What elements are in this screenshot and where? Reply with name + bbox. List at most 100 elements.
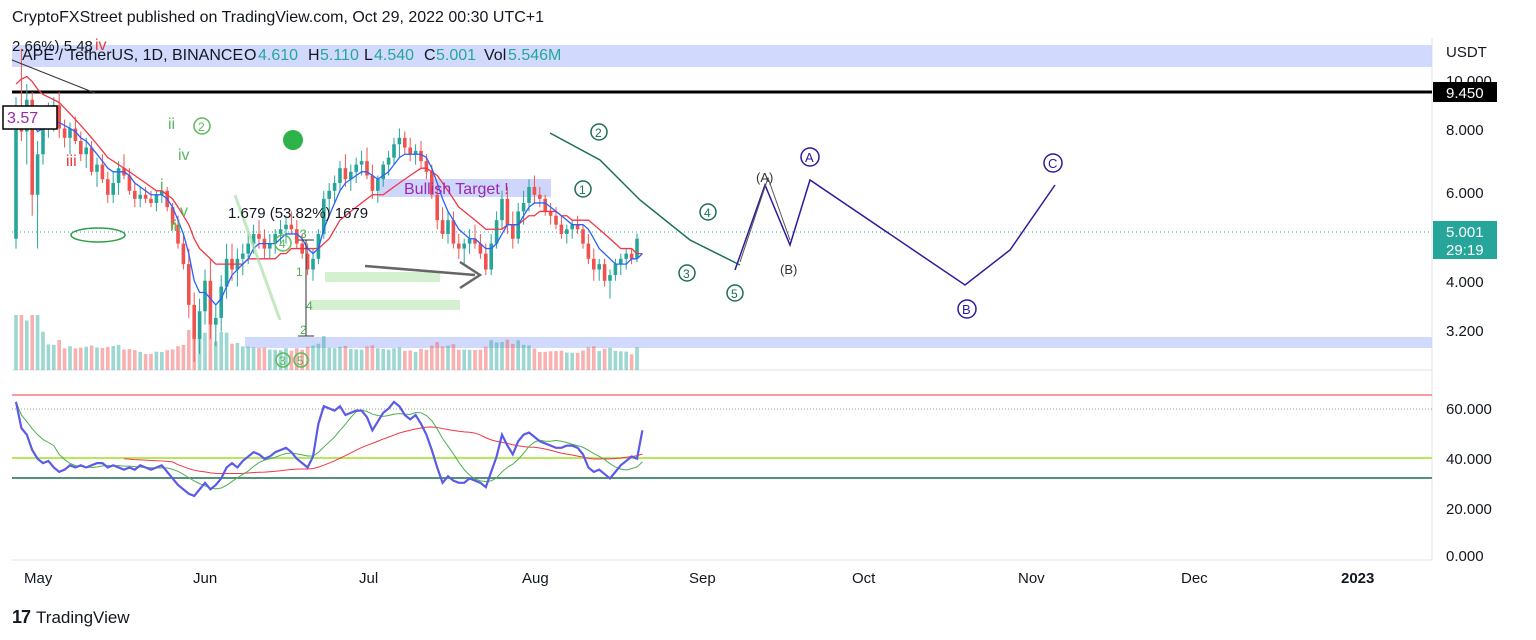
candle-body bbox=[241, 253, 245, 259]
volume-bar bbox=[462, 349, 466, 370]
volume-bar bbox=[133, 350, 137, 370]
candle-body bbox=[484, 253, 488, 270]
wave-small-3: 3 bbox=[300, 227, 307, 241]
candle-body bbox=[575, 224, 580, 230]
candle-body bbox=[284, 224, 288, 230]
tick-8: 8.000 bbox=[1446, 122, 1484, 139]
volume-bar bbox=[251, 347, 256, 370]
candle-body bbox=[62, 128, 67, 138]
legend-overlap-text: 2.66%) 5.48 bbox=[12, 38, 93, 55]
volume-bar bbox=[89, 345, 94, 370]
volume-bar bbox=[597, 351, 601, 370]
candle-body bbox=[473, 238, 477, 244]
candle-body bbox=[133, 190, 137, 199]
candle-body bbox=[392, 144, 396, 158]
wave-drawings[interactable] bbox=[11, 59, 1056, 337]
candle-body bbox=[446, 220, 450, 234]
volume-bar bbox=[419, 348, 423, 370]
candle-body bbox=[365, 161, 369, 176]
legend-l-value: 4.540 bbox=[374, 47, 414, 64]
candle-body bbox=[170, 207, 175, 225]
price-pane[interactable] bbox=[12, 38, 1432, 370]
candle-body bbox=[246, 243, 250, 254]
volume-bar bbox=[581, 350, 585, 370]
rsi-tick-20: 20.000 bbox=[1446, 501, 1492, 518]
volume-bar bbox=[424, 349, 429, 370]
candle-body bbox=[478, 243, 483, 254]
candle-body bbox=[527, 186, 531, 203]
tick-4: 4.000 bbox=[1446, 274, 1484, 291]
candle-body bbox=[176, 224, 180, 244]
volume-bar bbox=[262, 347, 267, 370]
time-axis[interactable]: May Jun Jul Aug Sep Oct Nov Dec 2023 bbox=[24, 570, 1374, 587]
price-axis[interactable]: USDT 10.000 8.000 6.000 4.000 3.200 bbox=[1446, 44, 1492, 340]
volume-bar bbox=[516, 340, 520, 370]
volume-bar bbox=[84, 346, 88, 370]
wave-circle-4-ring bbox=[699, 203, 717, 221]
volume-bar bbox=[478, 349, 483, 370]
legend-vol-value: 5.546M bbox=[508, 47, 561, 64]
volume-bar bbox=[635, 347, 639, 370]
tick-6: 6.000 bbox=[1446, 185, 1484, 202]
volume-bar bbox=[273, 349, 277, 370]
candle-body bbox=[251, 233, 256, 244]
wave-green-iii: iii bbox=[170, 218, 181, 235]
volume-bar bbox=[403, 350, 407, 370]
volume-bar bbox=[246, 346, 250, 370]
rsi-tick-0: 0.000 bbox=[1446, 548, 1484, 565]
volume-bar bbox=[52, 344, 56, 370]
candle-body bbox=[548, 211, 553, 216]
volume-bar bbox=[559, 350, 564, 370]
volume-bar bbox=[543, 351, 547, 370]
rsi-pane[interactable] bbox=[12, 394, 1432, 498]
legend-symbol: APE / TetherUS, 1D, BINANCE bbox=[22, 47, 243, 64]
left-price-text: 3.57 bbox=[7, 110, 38, 127]
candle-body bbox=[79, 141, 83, 155]
volume-bar bbox=[494, 342, 499, 370]
candle-body bbox=[289, 224, 294, 230]
volume-bar bbox=[370, 345, 375, 370]
candle-body bbox=[629, 253, 634, 259]
bullish-target-box bbox=[379, 179, 551, 197]
candle-body bbox=[305, 253, 310, 270]
volume-bar bbox=[489, 340, 493, 370]
candle-body bbox=[597, 264, 601, 270]
candle-body bbox=[451, 220, 456, 244]
wave-green-i: i bbox=[160, 177, 164, 194]
ohlc-legend: 2.66%) 5.48 APE / TetherUS, 1D, BINANCE … bbox=[12, 38, 561, 64]
volume-bar bbox=[187, 330, 191, 370]
legend-o-value: 4.610 bbox=[258, 47, 298, 64]
volume-bar bbox=[343, 345, 348, 370]
wave-circle-4: 4 bbox=[704, 206, 711, 220]
candle-body bbox=[570, 224, 574, 230]
wave-small-4: 4 bbox=[306, 299, 313, 313]
green-dot-marker bbox=[283, 130, 303, 150]
wave-circle-3: 3 bbox=[683, 267, 690, 281]
candle-body bbox=[581, 229, 585, 244]
candle-body bbox=[613, 264, 618, 276]
wave-circle-3-ring bbox=[678, 264, 696, 282]
candle-body bbox=[214, 317, 218, 325]
volume-bar bbox=[532, 348, 537, 370]
candle-body bbox=[489, 243, 493, 270]
moving-averages bbox=[15, 75, 643, 306]
volume-bar bbox=[327, 347, 331, 370]
wave-green-iv: iv bbox=[178, 147, 190, 164]
candle-body bbox=[359, 161, 364, 165]
volume-bar bbox=[219, 332, 223, 370]
candle-body bbox=[592, 258, 596, 270]
countdown-text: 29:19 bbox=[1446, 242, 1484, 259]
volume-bar bbox=[289, 350, 294, 370]
candle-body bbox=[224, 258, 229, 287]
wave-circle-a: A bbox=[805, 150, 814, 165]
candle-body bbox=[327, 190, 331, 199]
volume-bar bbox=[241, 346, 245, 370]
candle-body bbox=[273, 233, 277, 244]
candle-body bbox=[424, 161, 429, 172]
last-price-tag bbox=[1433, 221, 1497, 259]
volume-bar bbox=[316, 343, 321, 370]
candle-body bbox=[538, 194, 542, 199]
candle-body bbox=[440, 220, 445, 234]
candle-body bbox=[95, 164, 99, 172]
